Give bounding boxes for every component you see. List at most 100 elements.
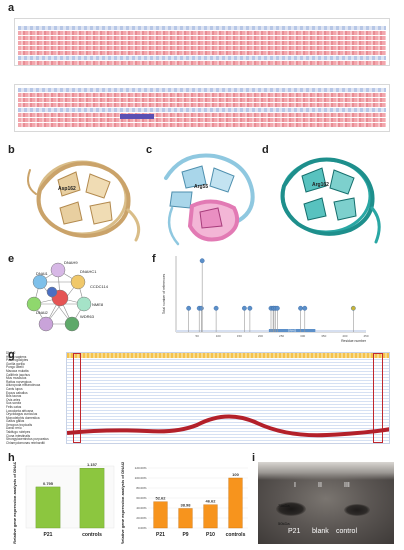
blot-lane-label: II <box>318 482 322 489</box>
domain-region <box>268 329 316 332</box>
sequence-row <box>18 51 386 55</box>
sequence-row <box>18 56 386 60</box>
category-label: P9 <box>182 532 188 538</box>
x-tick-label: 400 <box>342 334 347 338</box>
panel-label-c: c <box>146 144 153 156</box>
conservation-alignment <box>66 352 390 444</box>
blot-sample-label: control <box>336 528 358 535</box>
bar-value-label: 46.62 <box>205 499 216 504</box>
species-label: Chlamydomonas reinhardtii <box>6 440 45 445</box>
species-label: Loxodonta africana <box>6 408 34 413</box>
conservation-curve <box>67 414 389 438</box>
lollipop-point <box>242 305 247 311</box>
lollipop-point <box>186 305 192 311</box>
sequence-row <box>18 31 386 35</box>
species-label: Homo sapiens <box>6 354 27 359</box>
species-label: Ciona intestinalis <box>6 433 31 438</box>
species-label: Sus scrofa <box>6 401 22 406</box>
species-label: Takifugu rubripes <box>6 430 31 435</box>
sequence-row <box>18 46 386 50</box>
network-node-label: CCDC114 <box>90 284 108 289</box>
species-label: Gallus gallus <box>6 419 25 424</box>
sequence-row <box>18 61 386 65</box>
sequence-row <box>18 36 386 40</box>
species-label: Danio rerio <box>6 426 22 431</box>
blot-lane-label: III <box>344 482 350 489</box>
x-tick-label: 200 <box>258 334 263 338</box>
category-label: P21 <box>44 532 53 538</box>
species-label: Oryctolagus cuniculus <box>6 412 38 417</box>
panel-label-h: h <box>8 452 15 464</box>
species-label: Ailuropoda melanoleuca <box>6 383 41 388</box>
bar <box>153 501 168 529</box>
blot-smear <box>258 462 394 480</box>
residue-label-arg162: Arg162 <box>312 182 329 188</box>
bar-value-label: 0.795 <box>43 481 54 486</box>
species-label: Bos taurus <box>6 394 22 399</box>
network-node-label: DNAI1 <box>36 271 48 276</box>
bar-value-label: 52.62 <box>155 496 166 501</box>
panel-label-f: f <box>152 253 156 265</box>
species-label: DNAI2 <box>6 351 16 355</box>
panel-label-e: e <box>8 253 15 265</box>
bar <box>228 477 243 529</box>
species-label: Rattus norvegicus <box>6 379 32 384</box>
residue-label-asp162: Asp162 <box>58 186 76 192</box>
x-tick-label: 150 <box>237 334 242 338</box>
lollipop-point <box>274 305 280 311</box>
species-list: DNAI2 Homo sapiens Pan troglodytes Gorilla … <box>6 351 66 445</box>
western-blot <box>258 462 394 544</box>
network-node-label: DNAHC1 <box>80 269 97 274</box>
x-tick-label: 50 <box>195 334 199 338</box>
blot-band <box>344 504 370 516</box>
blot-marker-label: 75kDa <box>278 503 290 508</box>
lollipop-point <box>198 305 204 311</box>
blot-sample-label: blank <box>312 528 329 535</box>
lollipop-point <box>302 305 308 311</box>
panel-label-a: a <box>8 2 15 14</box>
sequence-row <box>18 26 386 30</box>
species-label: Equus caballus <box>6 390 28 395</box>
bar <box>203 504 218 529</box>
x-tick-label: 250 <box>279 334 284 338</box>
network-node-label: WDR63 <box>80 314 95 319</box>
bar-value-label: 100 <box>232 472 239 477</box>
bar <box>79 468 105 529</box>
domain-label: DNAI2 <box>288 328 297 332</box>
network-node-label: DNAI2 <box>36 310 48 315</box>
species-label: Mus musculus <box>6 376 27 381</box>
alignment-header-bar <box>67 353 389 358</box>
sequence-row <box>18 98 386 102</box>
category-label: controls <box>226 532 246 538</box>
y-tick-label: 40.00% <box>136 506 147 510</box>
bar <box>35 486 61 529</box>
network-node-label: NME8 <box>92 302 104 307</box>
x-tick-label: 350 <box>321 334 326 338</box>
category-label: P10 <box>206 532 215 538</box>
y-axis-title: Relative gene expression analysis of DNA… <box>120 462 125 544</box>
protein-structure-variant <box>280 157 381 244</box>
y-tick-label: 100.00% <box>135 476 147 480</box>
sequence-row <box>18 118 386 122</box>
species-label: Callithrix jacchus <box>6 372 30 377</box>
lollipop-point <box>199 258 205 264</box>
alignment-highlight-right <box>373 353 383 443</box>
y-tick-label: 0.00% <box>138 526 147 530</box>
lollipop-point <box>247 305 253 311</box>
species-label: Felis catus <box>6 404 22 409</box>
species-label: Canis lupus <box>6 386 23 391</box>
y-tick-label: 120.00% <box>135 466 147 470</box>
highlighted-residue-box <box>120 114 154 119</box>
panel-label-b: b <box>8 144 15 156</box>
gene-expression-bar-chart: 0.795 P21 1.157 controls Relative gene expre… <box>12 462 115 544</box>
sequence-row <box>18 103 386 107</box>
species-label: Monodelphis domestica <box>6 415 40 420</box>
bar-value-label: 1.157 <box>87 462 98 467</box>
panel-label-d: d <box>262 144 269 156</box>
species-label: Strongylocentrotus purpuratus <box>6 437 49 442</box>
blot-sample-label: P21 <box>288 528 301 535</box>
y-tick-label: 60.00% <box>136 496 147 500</box>
x-tick-label: 450 <box>363 334 368 338</box>
blot-lane-label: I <box>294 482 296 489</box>
